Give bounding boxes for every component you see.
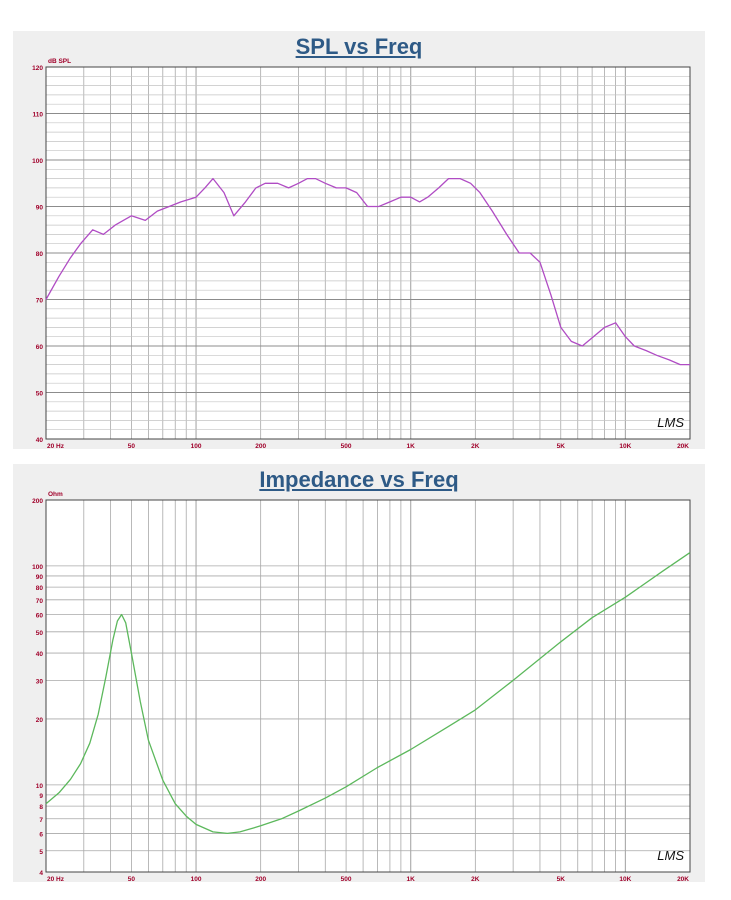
y-tick-label: 70: [36, 598, 44, 605]
y-tick-label: 50: [36, 391, 44, 398]
x-tick-label: 10K: [619, 443, 631, 449]
y-tick-label: 200: [32, 498, 43, 505]
y-tick-label: 30: [36, 678, 44, 685]
plot-area: [46, 500, 690, 872]
y-tick-label: 40: [36, 437, 44, 444]
x-tick-label: 200: [255, 443, 266, 449]
lms-watermark: LMS: [657, 415, 684, 430]
y-tick-label: 80: [36, 251, 44, 258]
y-tick-label: 6: [39, 831, 43, 838]
y-axis-label: dB SPL: [48, 58, 71, 65]
impedance-chart-panel: Impedance vs Freq 200 100 90 80 70 60 50 40 30 20…: [13, 464, 705, 882]
x-tick-label: 1K: [407, 443, 416, 449]
y-tick-label: 60: [36, 344, 44, 351]
y-tick-label: 5: [39, 849, 43, 856]
plot-border: [45, 66, 691, 440]
y-tick-label: 110: [33, 112, 44, 119]
x-tick-label: 100: [191, 443, 202, 449]
x-tick-label: 200: [255, 876, 266, 882]
x-tick-label: 20K: [677, 443, 689, 449]
x-tick-label: 500: [341, 443, 352, 449]
y-tick-label: 4: [39, 870, 43, 877]
impedance-chart: 200 100 90 80 70 60 50 40 30 20 10 9 8 7 6 5 4 Ohm 20 Hz 50…: [32, 491, 691, 882]
series-line: [45, 552, 691, 835]
x-tick-label: 5K: [557, 876, 566, 882]
x-tick-label: 50: [128, 876, 136, 882]
y-tick-label: 8: [39, 804, 43, 811]
x-tick-label: 2K: [471, 443, 480, 449]
y-tick-label: 40: [36, 651, 44, 658]
spl-chart: 120 110 100 90 80 70 60 50 40 dB SPL 20 Hz 50 100 200…: [32, 58, 691, 449]
y-tick-label: 20: [36, 717, 44, 724]
y-tick-label: 100: [32, 564, 43, 571]
y-tick-label: 70: [36, 298, 44, 305]
spl-chart-panel: SPL vs Freq 120 110 100 90 80 70 60 50 40 dB SPL 2…: [13, 31, 705, 449]
y-tick-label: 90: [36, 574, 44, 581]
plot-border: [45, 499, 691, 873]
x-tick-label: 100: [191, 876, 202, 882]
y-axis-label: Ohm: [48, 491, 63, 498]
x-tick-label: 20K: [677, 876, 689, 882]
y-tick-label: 10: [36, 783, 44, 790]
y-tick-label: 120: [32, 65, 43, 72]
spl-chart-title: SPL vs Freq: [295, 34, 423, 59]
x-tick-label: 20 Hz: [47, 443, 65, 449]
x-tick-label: 10K: [619, 876, 631, 882]
series-line: [45, 177, 690, 366]
y-tick-label: 100: [32, 158, 43, 165]
x-tick-label: 20 Hz: [47, 876, 65, 882]
y-tick-label: 80: [36, 585, 44, 592]
x-tick-label: 500: [341, 876, 352, 882]
y-tick-label: 50: [36, 630, 44, 637]
y-tick-label: 60: [36, 612, 44, 619]
y-tick-label: 9: [39, 793, 43, 800]
impedance-chart-title: Impedance vs Freq: [259, 467, 459, 492]
y-tick-label: 7: [39, 817, 43, 824]
lms-watermark: LMS: [657, 848, 684, 863]
x-tick-label: 5K: [557, 443, 566, 449]
x-tick-label: 1K: [407, 876, 416, 882]
x-tick-label: 2K: [471, 876, 480, 882]
x-tick-label: 50: [128, 443, 136, 449]
y-tick-label: 90: [36, 205, 44, 212]
